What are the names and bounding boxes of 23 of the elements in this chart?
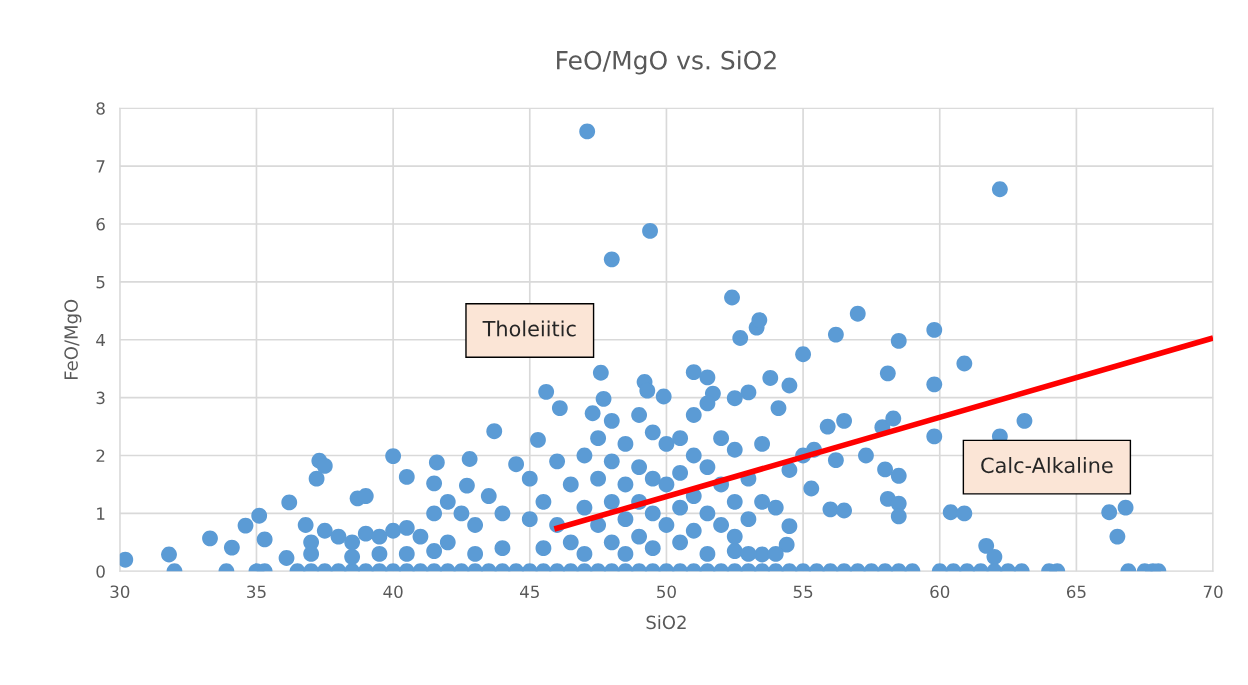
y-tick-label: 2 xyxy=(96,449,105,462)
chart-title: FeO/MgO vs. SiO2 xyxy=(557,50,776,75)
y-tick-label: 6 xyxy=(96,217,105,231)
x-tick-label: 65 xyxy=(1066,585,1086,599)
y-tick-label: 5 xyxy=(96,276,105,289)
y-tick-label: 1 xyxy=(97,507,105,520)
annotation: Calc-Alkaline xyxy=(981,457,1113,474)
y-tick-label: 4 xyxy=(96,333,105,347)
x-tick-label: 35 xyxy=(247,585,266,599)
x-tick-label: 60 xyxy=(930,585,950,599)
x-tick-label: 30 xyxy=(110,585,130,599)
y-axis-title: FeO/MgO xyxy=(64,299,82,380)
y-tick-label: 8 xyxy=(96,102,105,115)
y-tick-label: 7 xyxy=(96,160,105,173)
x-tick-label: 70 xyxy=(1203,585,1223,599)
x-tick-label: 55 xyxy=(793,585,813,599)
y-tick-label: 0 xyxy=(96,565,105,578)
x-axis-title: SiO2 xyxy=(646,615,686,630)
annotation: Tholeiitic xyxy=(482,320,576,337)
x-tick-label: 40 xyxy=(383,585,403,599)
x-tick-label: 45 xyxy=(519,585,539,599)
y-tick-label: 3 xyxy=(96,391,105,405)
x-tick-label: 50 xyxy=(657,585,676,599)
